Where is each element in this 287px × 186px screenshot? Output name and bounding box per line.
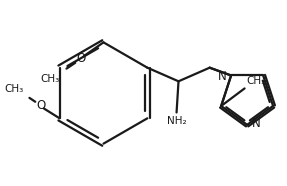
Text: CH₃: CH₃ (4, 84, 24, 94)
Text: N: N (252, 117, 261, 130)
Text: CH₃: CH₃ (40, 73, 60, 84)
Text: N: N (218, 70, 226, 83)
Text: O: O (36, 99, 46, 112)
Text: CH₃: CH₃ (247, 76, 266, 86)
Text: NH₂: NH₂ (167, 116, 186, 126)
Text: O: O (76, 52, 86, 65)
